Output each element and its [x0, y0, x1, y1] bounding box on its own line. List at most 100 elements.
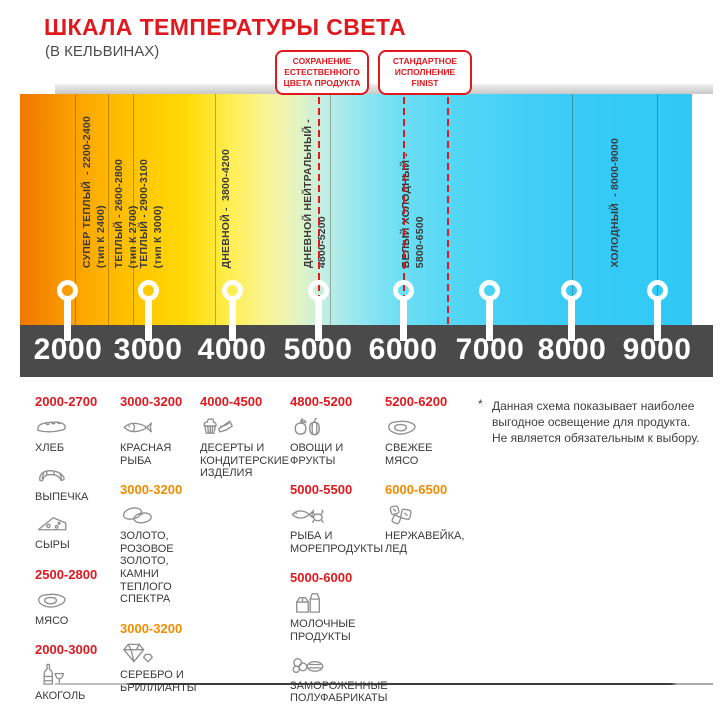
product-group: 2000-3000 АКОГОЛЬ: [35, 642, 115, 703]
kelvin-guide-line: [108, 94, 110, 325]
kelvin-marker: [221, 280, 243, 301]
rings-icon: [120, 502, 204, 527]
kelvin-marker: [137, 280, 159, 301]
range-label: 5000-5500: [290, 482, 353, 498]
callout-leg-dashed-line: [447, 86, 450, 325]
product-item: ОВОЩИ И ФРУКТЫ: [290, 414, 385, 467]
product-label: МЯСО: [35, 614, 69, 627]
product-label: СЕРЕБРО И БРИЛЛИАНТЫ: [120, 668, 197, 694]
kelvin-marker-stem: [568, 299, 576, 341]
diamond-icon: [120, 641, 204, 666]
footnote-text: Данная схема показывает наиболее выгодно…: [492, 399, 700, 445]
callout-natural-color-preservation: СОХРАНЕНИЕ ЕСТЕСТВЕННОГО ЦВЕТА ПРОДУКТА: [275, 50, 369, 96]
product-group: 6000-6500 НЕРЖАВЕЙКА, ЛЕД: [385, 482, 475, 555]
callout-standard-finist: СТАНДАРТНОЕ ИСПОЛНЕНИЕ FINIST: [378, 50, 472, 96]
dessert-icon: [200, 414, 290, 439]
product-column: 2000-2700 ХЛЕБ ВЫПЕЧКА СЫРЫ 2500-2800 МЯСО 200…: [35, 394, 115, 704]
kelvin-marker: [307, 280, 329, 301]
product-group: 2000-2700 ХЛЕБ ВЫПЕЧКА СЫРЫ: [35, 394, 115, 552]
product-item: МОЛОЧНЫЕ ПРОДУКТЫ: [290, 590, 385, 643]
product-label: ЗАМОРОЖЕННЫЕ ПОЛУФАБРИКАТЫ: [290, 679, 388, 704]
range-label: 5200-6200: [385, 394, 448, 409]
kelvin-marker: [57, 280, 79, 301]
product-item: ЗАМОРОЖЕННЫЕ ПОЛУФАБРИКАТЫ: [290, 652, 388, 704]
product-group: 3000-3200 КРАСНАЯ РЫБА: [120, 394, 204, 467]
product-group: 4800-5200 ОВОЩИ И ФРУКТЫ: [290, 394, 385, 467]
range-label: 2000-2700: [35, 394, 98, 409]
fruits-icon: [290, 414, 385, 439]
kelvin-guide-line: [657, 94, 659, 325]
scale-segment-label: ХОЛОДНЫЙ - 8000-9000: [609, 138, 621, 268]
page-subtitle: (В КЕЛЬВИНАХ): [45, 43, 160, 60]
scale-segment-label: ДНЕВНОЙ НЕЙТРАЛЬНЫЙ - 4800-5200: [301, 118, 329, 268]
bread-icon: [35, 414, 115, 439]
kelvin-marker-stem: [64, 299, 72, 341]
kelvin-marker: [392, 280, 414, 301]
product-item: ВЫПЕЧКА: [35, 463, 115, 504]
kelvin-marker-stem: [653, 299, 661, 341]
bottom-divider: [55, 683, 713, 685]
product-label: ХЛЕБ: [35, 441, 65, 454]
product-group: 5000-6000 МОЛОЧНЫЕ ПРОДУКТЫ ЗАМОРОЖЕННЫЕ П…: [290, 570, 388, 704]
meat-icon: [35, 587, 115, 612]
milk-icon: [290, 590, 385, 615]
product-label: АКОГОЛЬ: [35, 690, 86, 703]
product-item: РЫБА И МОРЕПРОДУКТЫ: [290, 502, 385, 555]
product-label: СЫРЫ: [35, 539, 70, 552]
product-label: РЫБА И МОРЕПРОДУКТЫ: [290, 530, 384, 555]
kelvin-marker-stem: [486, 299, 494, 341]
product-label: ДЕСЕРТЫ И КОНДИТЕРСКИЕ ИЗДЕЛИЯ: [200, 441, 290, 480]
product-item: КРАСНАЯ РЫБА: [120, 414, 204, 467]
seafood-icon: [290, 502, 385, 527]
kelvin-marker: [646, 280, 668, 301]
product-column: 3000-3200 КРАСНАЯ РЫБА 3000-3200 ЗОЛОТО, РО…: [120, 394, 204, 704]
page-title: ШКАЛА ТЕМПЕРАТУРЫ СВЕТА: [44, 14, 406, 40]
kelvin-marker-stem: [399, 299, 407, 341]
kelvin-guide-line: [571, 94, 573, 325]
scale-segment-label: ДНЕВНОЙ - 3800-4200: [219, 148, 232, 268]
callout-leg-dashed-line: [403, 86, 406, 325]
kelvin-guide-line: [75, 94, 77, 325]
callout-leg-dashed-line: [318, 86, 321, 325]
product-label: ОВОЩИ И ФРУКТЫ: [290, 441, 344, 467]
product-column: 4000-4500 ДЕСЕРТЫ И КОНДИТЕРСКИЕ ИЗДЕЛИЯ: [200, 394, 290, 496]
product-group: 5000-5500 РЫБА И МОРЕПРОДУКТЫ: [290, 482, 385, 555]
scale-segment-label: СУПЕР ТЕПЛЫЙ - 2200-2400 (тип К 2400): [80, 115, 107, 268]
range-label: 5000-6000: [290, 570, 353, 586]
kelvin-axis-bar: 2000 3000 4000 5000 6000 7000 8000 9000: [20, 325, 713, 377]
product-item: ЗОЛОТО, РОЗОВОЕ ЗОЛОТО, КАМНИ ТЕПЛОГО СП…: [120, 502, 204, 606]
product-label: МОЛОЧНЫЕ ПРОДУКТЫ: [290, 618, 356, 644]
product-group: 5200-6200 СВЕЖЕЕ МЯСО: [385, 394, 475, 467]
product-group: 4000-4500 ДЕСЕРТЫ И КОНДИТЕРСКИЕ ИЗДЕЛИЯ: [200, 394, 290, 480]
scale-segment-label: ТЕПЛЫЙ - 2900-3100 (тип К 3000): [137, 158, 165, 268]
product-item: НЕРЖАВЕЙКА, ЛЕД: [385, 502, 475, 555]
product-item: АКОГОЛЬ: [35, 662, 115, 703]
range-label: 4000-4500: [200, 394, 263, 409]
product-item: СЕРЕБРО И БРИЛЛИАНТЫ: [120, 641, 204, 694]
product-label: ЗОЛОТО, РОЗОВОЕ ЗОЛОТО, КАМНИ ТЕПЛОГО СП…: [120, 530, 174, 606]
product-label: КРАСНАЯ РЫБА: [120, 441, 172, 467]
kelvin-marker: [479, 280, 501, 301]
product-item: ДЕСЕРТЫ И КОНДИТЕРСКИЕ ИЗДЕЛИЯ: [200, 414, 290, 480]
kelvin-guide-line: [329, 94, 331, 325]
product-item: ХЛЕБ: [35, 414, 115, 455]
kelvin-marker-stem: [144, 299, 152, 341]
product-group: 3000-3200 ЗОЛОТО, РОЗОВОЕ ЗОЛОТО, КАМНИ Т…: [120, 482, 204, 606]
product-label: ВЫПЕЧКА: [35, 490, 89, 503]
range-label: 3000-3200: [120, 482, 183, 498]
range-label: 3000-3200: [120, 394, 183, 409]
croissant-icon: [35, 463, 115, 488]
product-column: 4800-5200 ОВОЩИ И ФРУКТЫ 5000-5500 РЫБА И М…: [290, 394, 388, 704]
product-label: СВЕЖЕЕ МЯСО: [385, 441, 433, 467]
kelvin-guide-line: [132, 94, 134, 325]
fish-icon: [120, 414, 204, 439]
range-label: 3000-3200: [120, 621, 183, 636]
ice-cubes-icon: [385, 502, 475, 527]
product-item: СЫРЫ: [35, 511, 115, 552]
range-label: 6000-6500: [385, 482, 448, 498]
range-label: 2500-2800: [35, 566, 98, 582]
cheese-icon: [35, 511, 115, 536]
temperature-gradient-band: СУПЕР ТЕПЛЫЙ - 2200-2400 (тип К 2400) ТЕП…: [20, 94, 692, 325]
range-label: 4800-5200: [290, 394, 353, 409]
kelvin-marker-stem: [314, 299, 322, 341]
